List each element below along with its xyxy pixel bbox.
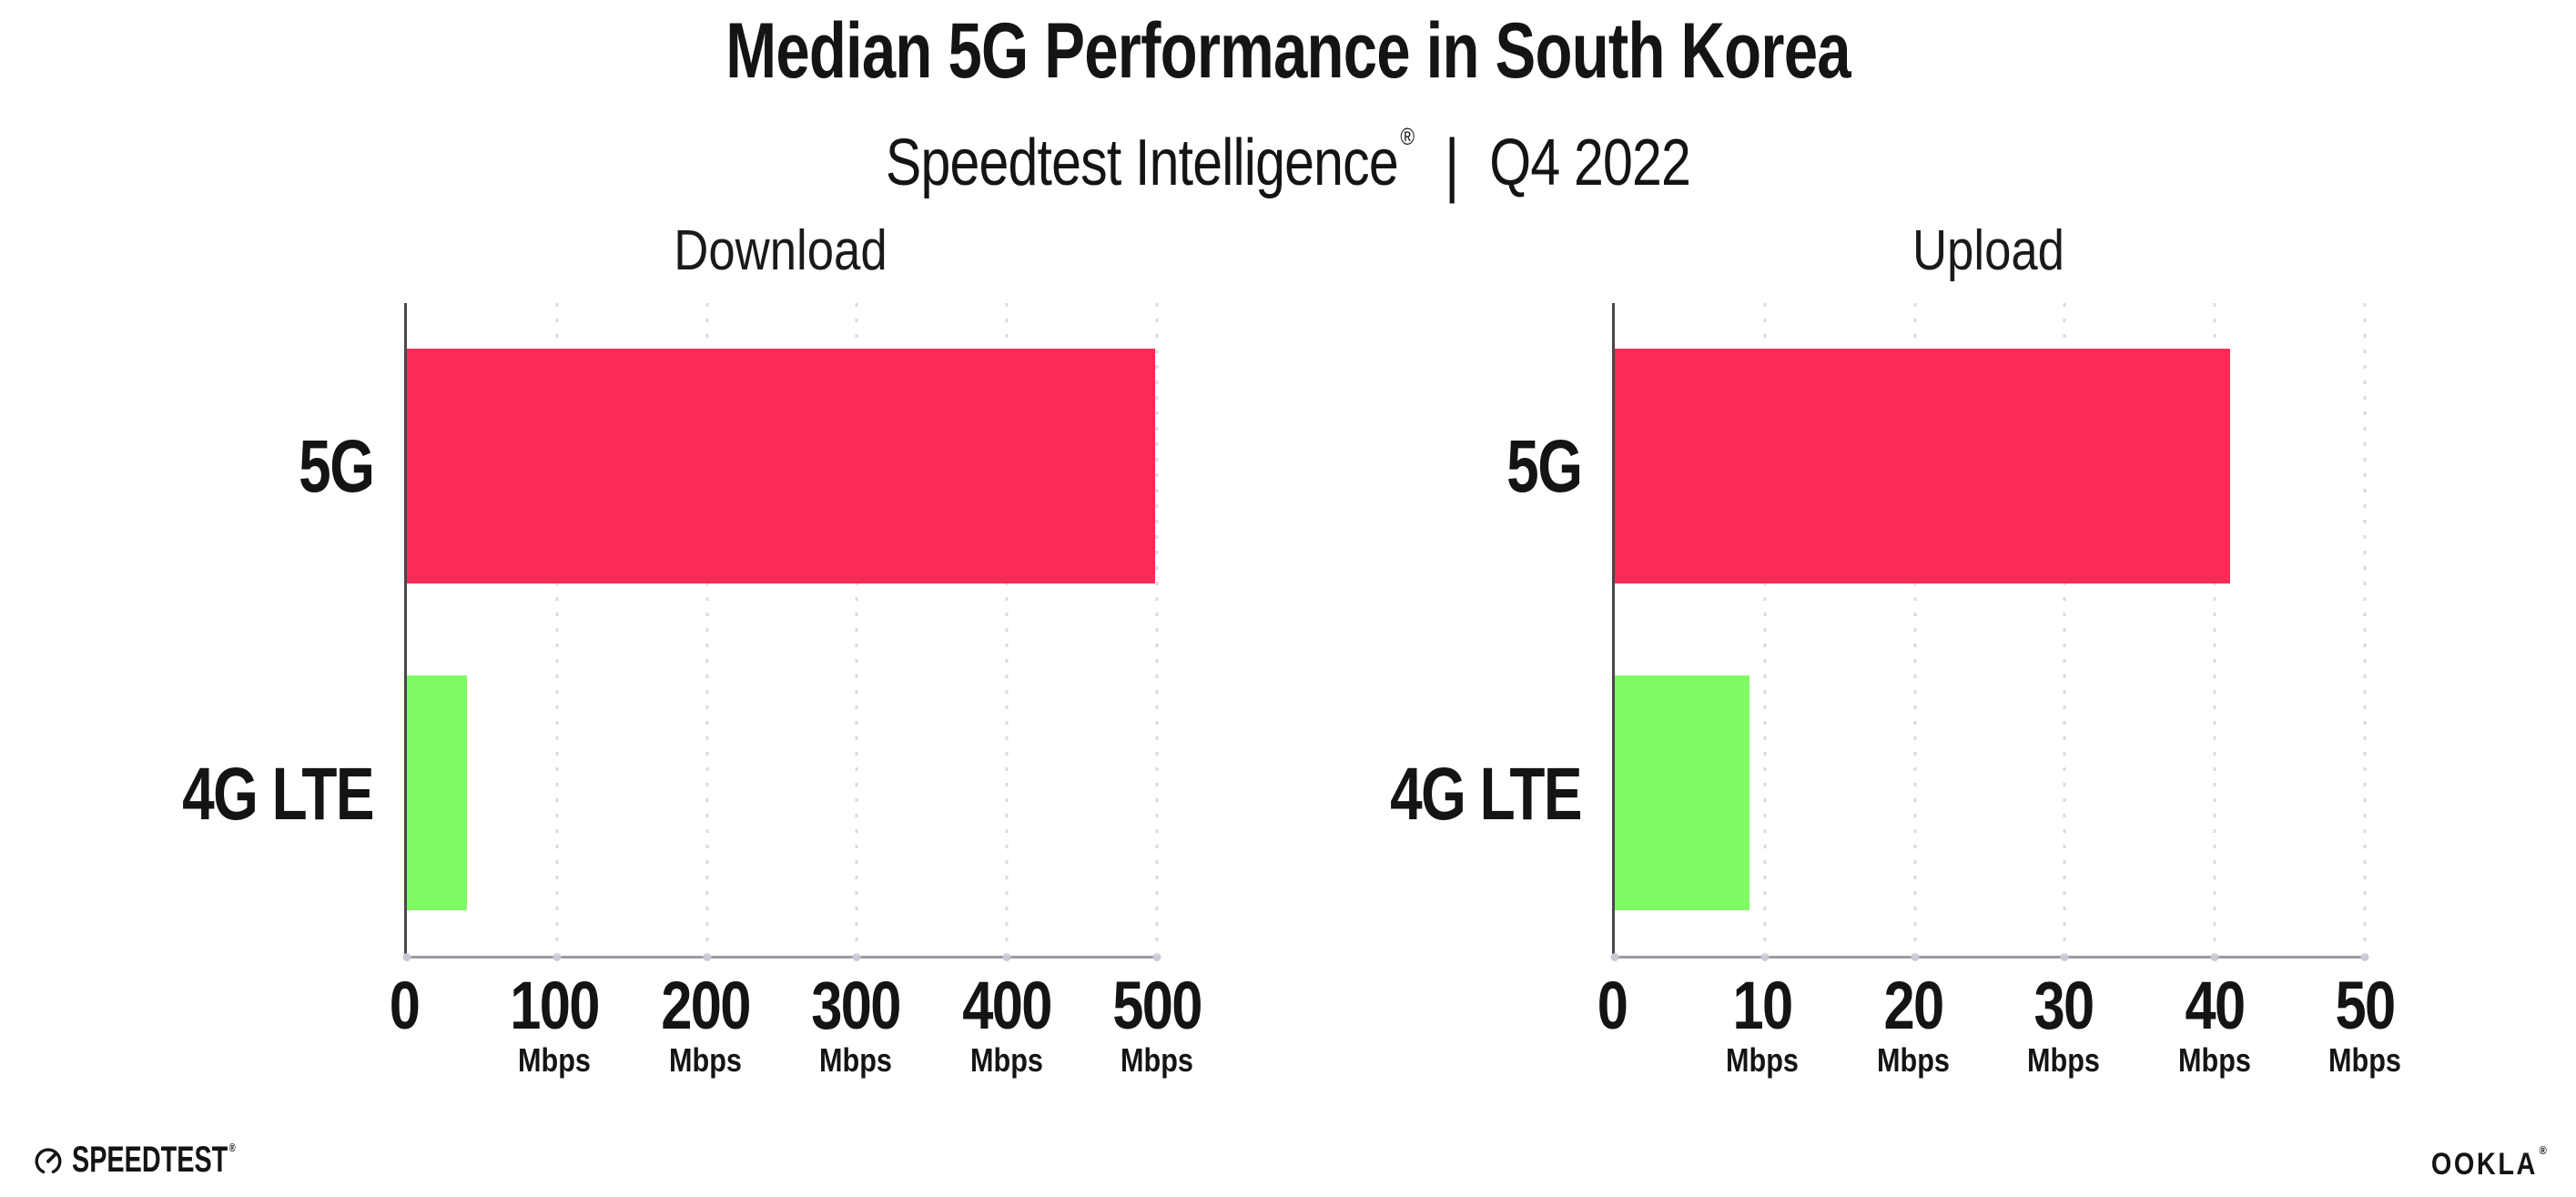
gridline-40: [2213, 303, 2216, 956]
gridline-50: [2363, 303, 2367, 956]
bar-5g: [407, 349, 1156, 584]
page-title: Median 5G Performance in South Korea: [725, 7, 1851, 95]
bar-5g: [1615, 349, 2230, 584]
gridline-30: [2063, 303, 2066, 956]
x-tick-unit: Mbps: [2328, 1041, 2401, 1079]
subtitle-divider: |: [1444, 124, 1460, 204]
x-tick-label-200: 200 Mbps: [652, 968, 758, 1079]
x-tick-label-300: 300 Mbps: [802, 968, 908, 1079]
x-tick-value: 100: [510, 968, 601, 1043]
ookla-wordmark: OOKLA ®: [2430, 1143, 2549, 1182]
download-chart: Download 0 100 Mbps 200 Mbps 300 Mbps 400 Mbps 50…: [182, 219, 1202, 1078]
axis-tick-dot-200: [703, 953, 712, 961]
registered-trademark: ®: [1400, 123, 1415, 150]
axis-tick-dot-50: [2360, 953, 2369, 961]
gridline-400: [1005, 303, 1009, 956]
x-tick-label-50: 50 Mbps: [2322, 968, 2408, 1079]
bar-4g-lte: [407, 675, 467, 910]
category-label-5g: 5G: [298, 425, 375, 508]
axis-tick-dot-400: [1002, 953, 1011, 961]
x-tick-value: 30: [2033, 968, 2095, 1043]
x-tick-unit: Mbps: [819, 1041, 893, 1079]
x-tick-value: 20: [1883, 968, 1944, 1043]
x-tick-unit: Mbps: [2027, 1041, 2101, 1079]
x-tick-label-30: 30 Mbps: [2021, 968, 2106, 1079]
category-label-4g-lte: 4G LTE: [182, 753, 374, 836]
page-subtitle: Speedtest Intelligence® | Q4 2022: [232, 95, 2345, 206]
upload-chart: Upload 0 10 Mbps 20 Mbps 30 Mbps 40 Mbps 50 Mbps 5…: [1390, 219, 2401, 1078]
axis-tick-dot-20: [1911, 953, 1920, 961]
x-tick-unit: Mbps: [668, 1041, 742, 1079]
x-tick-label-0: 0: [386, 968, 421, 1043]
gridline-100: [555, 303, 559, 956]
gridline-500: [1155, 303, 1159, 956]
x-tick-label-10: 10 Mbps: [1719, 968, 1805, 1079]
category-label-4g-lte: 4G LTE: [1390, 753, 1582, 836]
x-tick-label-40: 40 Mbps: [2172, 968, 2257, 1079]
x-tick-label-500: 500 Mbps: [1103, 968, 1210, 1079]
speedtest-logo: SPEEDTEST®: [33, 1140, 299, 1181]
x-tick-unit: Mbps: [1876, 1041, 1950, 1079]
axis-tick-dot-40: [2210, 953, 2219, 961]
x-tick-unit: Mbps: [1726, 1041, 1800, 1079]
ookla-logo: OOKLA ®: [2410, 1143, 2549, 1182]
speedtest-registered-mark: ®: [228, 1141, 236, 1154]
axis-tick-dot-10: [1760, 953, 1770, 961]
x-tick-unit: Mbps: [969, 1041, 1043, 1079]
bar-4g-lte: [1615, 675, 1750, 910]
axis-tick-dot-0: [1610, 953, 1619, 961]
x-tick-unit: Mbps: [2177, 1041, 2251, 1079]
x-tick-label-400: 400 Mbps: [953, 968, 1060, 1079]
x-tick-value: 0: [1597, 968, 1628, 1043]
x-tick-label-20: 20 Mbps: [1871, 968, 1956, 1079]
x-tick-value: 500: [1112, 968, 1202, 1043]
x-tick-label-0: 0: [1594, 968, 1629, 1043]
x-tick-value: 50: [2335, 968, 2397, 1043]
x-tick-value: 10: [1732, 968, 1794, 1043]
x-tick-unit: Mbps: [518, 1041, 592, 1079]
x-tick-value: 400: [961, 968, 1052, 1043]
download-x-axis: 0 100 Mbps 200 Mbps 300 Mbps 400 Mbps 500 Mbps: [390, 968, 1203, 1085]
gridline-10: [1763, 303, 1767, 956]
axis-tick-dot-100: [553, 953, 562, 961]
gridline-200: [705, 303, 709, 956]
axis-tick-dot-500: [1152, 953, 1161, 961]
upload-x-axis: 0 10 Mbps 20 Mbps 30 Mbps 40 Mbps 50 Mbps: [1597, 968, 2401, 1085]
download-plot-area: [402, 303, 1161, 961]
upload-chart-title: Upload: [1912, 219, 2064, 282]
ookla-registered-mark: ®: [2539, 1143, 2549, 1157]
x-tick-label-100: 100 Mbps: [502, 968, 608, 1079]
gridline-300: [855, 303, 858, 956]
speedtest-wordmark: SPEEDTEST®: [72, 1140, 236, 1180]
axis-tick-dot-0: [402, 953, 411, 961]
x-tick-value: 0: [389, 968, 421, 1043]
download-chart-title: Download: [674, 219, 887, 282]
speedtest-gauge-icon: [35, 1147, 62, 1173]
upload-plot-area: [1610, 303, 2369, 961]
x-tick-value: 300: [811, 968, 901, 1043]
axis-tick-dot-300: [852, 953, 861, 961]
axis-tick-dot-30: [2060, 953, 2069, 961]
x-tick-unit: Mbps: [1121, 1041, 1193, 1079]
subtitle-brand: Speedtest Intelligence: [885, 127, 1399, 199]
x-tick-value: 40: [2185, 968, 2246, 1043]
category-label-5g: 5G: [1506, 425, 1583, 508]
x-tick-value: 200: [661, 968, 751, 1043]
gridline-20: [1913, 303, 1917, 956]
subtitle-period: Q4 2022: [1489, 127, 1691, 199]
